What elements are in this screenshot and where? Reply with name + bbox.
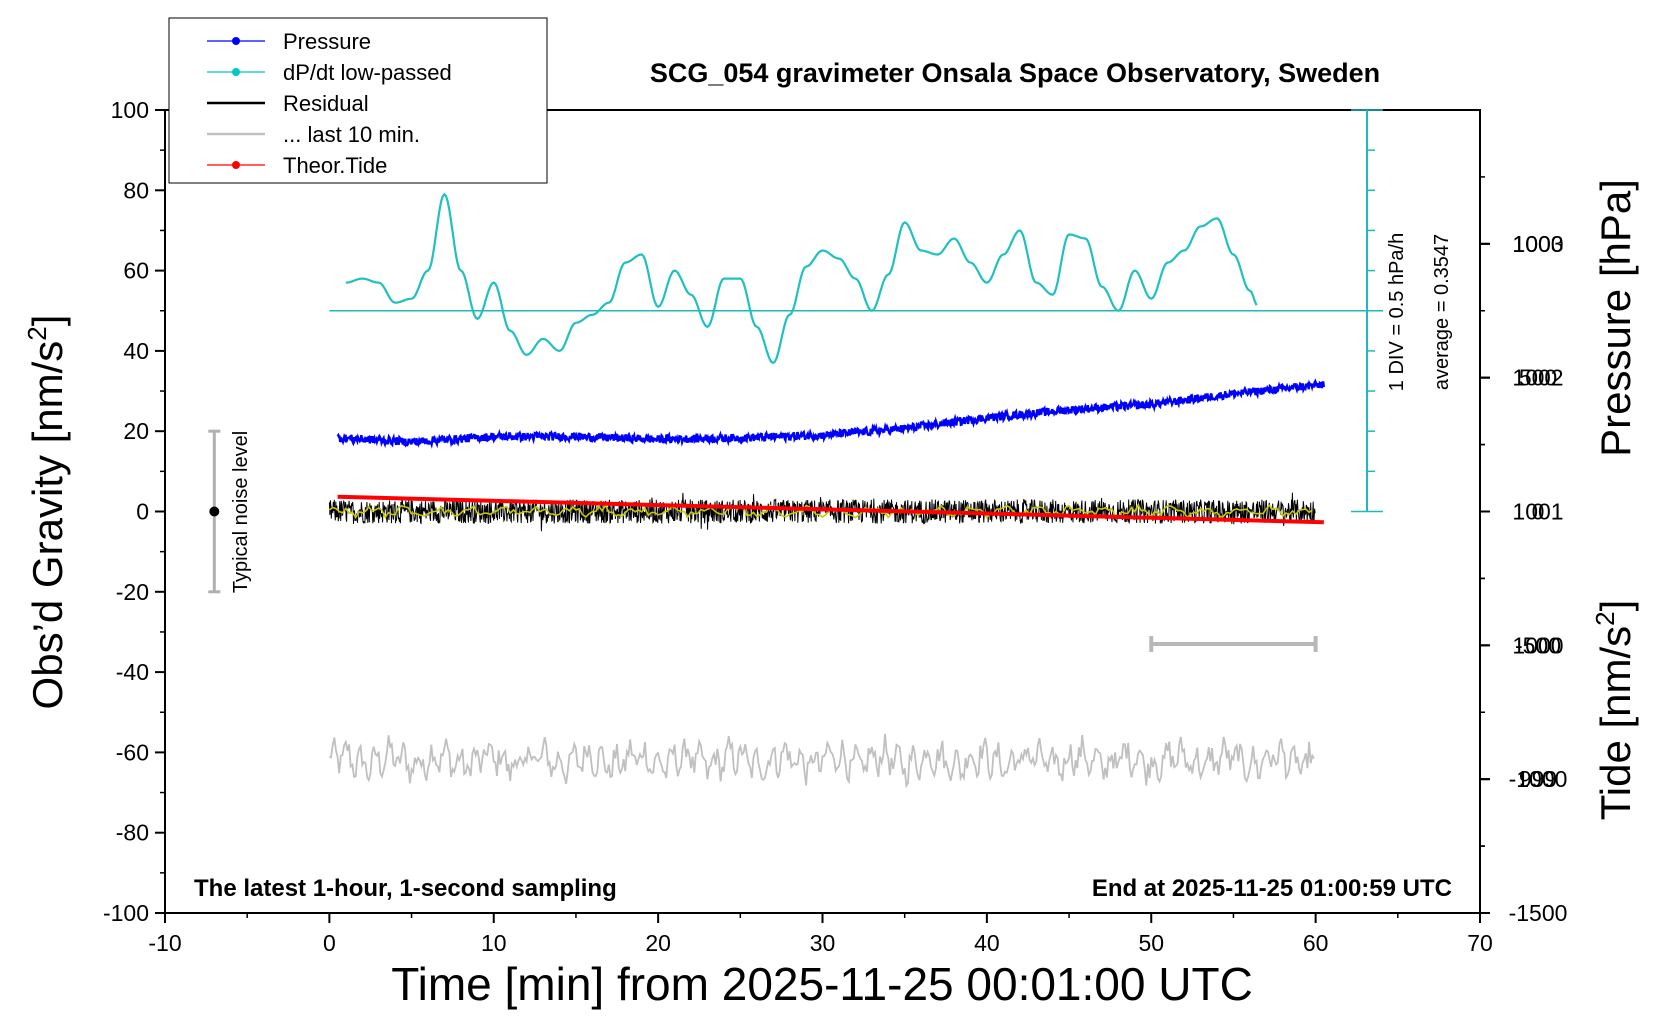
legend-label: Theor.Tide: [283, 153, 387, 178]
tide-axis-label-end: ]: [1592, 600, 1639, 612]
legend-label: dP/dt low-passed: [283, 60, 452, 85]
pressure-tick-label: 1001: [1512, 499, 1563, 525]
y-axis-label-left-main: Obs’d Gravity [nm/s: [24, 341, 71, 710]
y-tick-label: -20: [116, 579, 149, 605]
series-residual-smoothed: [328, 503, 1313, 520]
x-tick-label: -10: [148, 930, 181, 956]
y-axis-label-left-end: ]: [24, 315, 71, 327]
tide-axis-label-main: Tide [nm/s: [1592, 626, 1639, 821]
y-tick-label: 80: [123, 177, 149, 203]
series-layer: [328, 192, 1383, 789]
y-axis-label-left: Obs’d Gravity [nm/s2]: [22, 315, 71, 710]
legend-marker: [232, 68, 240, 76]
series-last-10-min: [329, 733, 1315, 789]
x-tick-label: 60: [1303, 930, 1329, 956]
tide-tick-label: 0: [1532, 499, 1545, 525]
tide-axis-label-sup: 2: [1590, 611, 1620, 625]
x-tick-label: 10: [481, 930, 507, 956]
annotation-sampling: The latest 1-hour, 1-second sampling: [194, 875, 617, 902]
legend: Pressure dP/dt low-passed Residual ... last…: [168, 17, 548, 184]
x-axis-ticks: -10 0 10 20 30 40 50 60 70: [148, 913, 1493, 956]
tide-axis-ticks: -1500 -1000 -500 0 500 1000: [1480, 231, 1567, 926]
last-10-min-bar: [1149, 635, 1318, 652]
noise-level-bar: [208, 429, 221, 594]
y-tick-label: 0: [136, 499, 149, 525]
pressure-tick-label: 999: [1519, 766, 1557, 792]
annotation-end-time: End at 2025-11-25 01:00:59 UTC: [1092, 875, 1452, 902]
series-dpdt: [345, 192, 1258, 365]
pressure-tick-label: 1000: [1512, 632, 1563, 658]
tide-tick-label: -500: [1515, 632, 1561, 658]
annotation-noise: Typical noise level: [230, 431, 252, 593]
y-tick-label: 20: [123, 418, 149, 444]
pressure-tick-label: 1002: [1512, 365, 1563, 391]
tide-tick-label: -1500: [1509, 900, 1568, 926]
series-theor-tide: [337, 494, 1324, 525]
x-tick-label: 50: [1138, 930, 1164, 956]
y-axis-label-left-sup: 2: [22, 326, 52, 340]
x-tick-label: 40: [974, 930, 1000, 956]
legend-box: [168, 17, 548, 184]
y-tick-label: -40: [116, 659, 149, 685]
x-tick-label: 20: [645, 930, 671, 956]
tide-axis-label: Tide [nm/s2]: [1590, 600, 1639, 821]
y-axis-ticks: -100 -80 -60 -40 -20 0 20 40 60 80 100: [103, 97, 165, 926]
pressure-tick-label: 1003: [1512, 231, 1563, 257]
legend-label: Pressure: [283, 29, 371, 54]
y-tick-label: -60: [116, 739, 149, 765]
pressure-axis-label: Pressure [hPa]: [1592, 179, 1639, 457]
x-tick-label: 30: [810, 930, 836, 956]
noise-bar-center: [209, 506, 220, 517]
y-tick-label: -80: [116, 820, 149, 846]
x-tick-label: 70: [1467, 930, 1493, 956]
x-tick-label: 0: [323, 930, 336, 956]
y-tick-label: -100: [103, 900, 149, 926]
series-pressure: [336, 378, 1325, 449]
tide-tick-label: 500: [1519, 365, 1557, 391]
y-tick-label: 40: [123, 338, 149, 364]
legend-label: ... last 10 min.: [283, 122, 420, 147]
x-axis-label: Time [min] from 2025-11-25 00:01:00 UTC: [391, 958, 1253, 1010]
annotation-div: 1 DIV = 0.5 hPa/h: [1386, 233, 1408, 391]
tide-tick-label: 1000: [1512, 231, 1563, 257]
tide-tick-label: -1000: [1509, 766, 1568, 792]
legend-marker: [232, 37, 240, 45]
y-tick-label: 60: [123, 258, 149, 284]
legend-marker: [232, 161, 240, 169]
pressure-axis-ticks: 999 1000 1001 1002 1003: [1480, 176, 1564, 847]
annotation-average: average = 0.3547: [1431, 234, 1453, 390]
chart-title: SCG_054 gravimeter Onsala Space Observat…: [650, 58, 1380, 88]
y-tick-label: 100: [111, 97, 149, 123]
legend-label: Residual: [283, 91, 369, 116]
